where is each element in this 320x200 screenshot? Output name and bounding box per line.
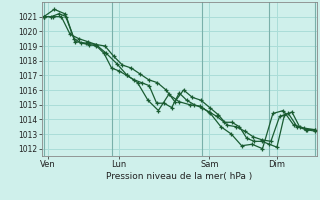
- X-axis label: Pression niveau de la mer( hPa ): Pression niveau de la mer( hPa ): [106, 172, 252, 181]
